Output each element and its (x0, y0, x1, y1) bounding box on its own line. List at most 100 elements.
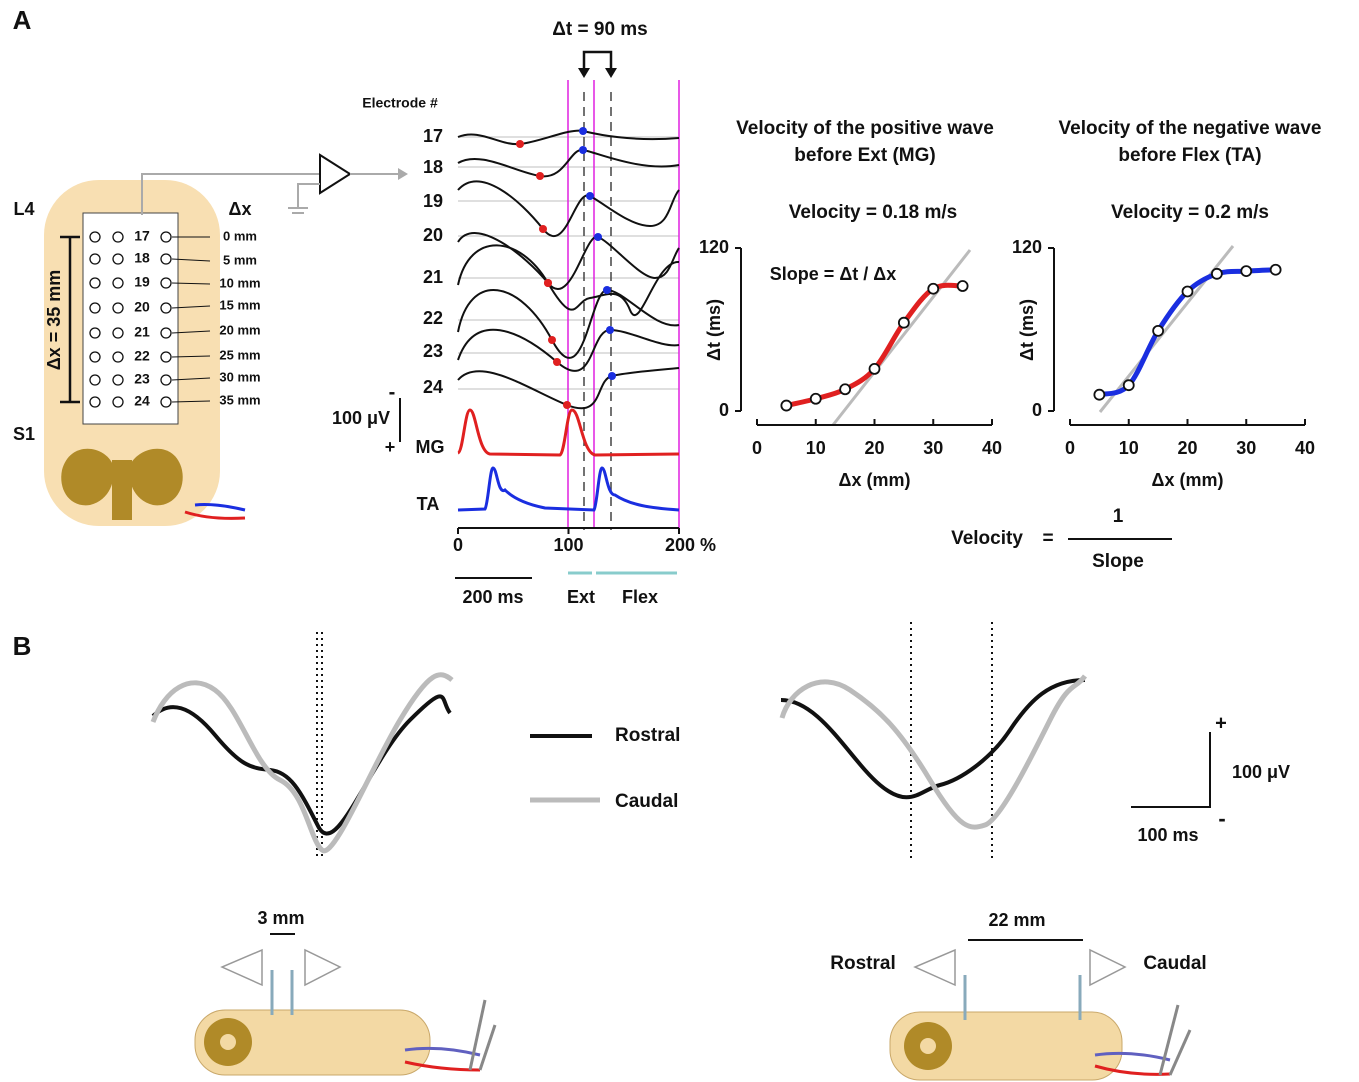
data-point (1241, 266, 1251, 276)
formula-text: Slope (1092, 551, 1144, 572)
electrode-number: 24 (134, 393, 150, 409)
electrode (113, 303, 123, 313)
electrode (113, 232, 123, 242)
electrode-site-label: Caudal (1143, 953, 1206, 974)
data-point (1153, 326, 1163, 336)
electrode (161, 375, 171, 385)
electrode (113, 352, 123, 362)
x-axis-label: Δx (mm) (839, 470, 911, 490)
electrode-number: 19 (134, 274, 150, 290)
electrode (90, 278, 100, 288)
electrode (161, 352, 171, 362)
electrode (161, 303, 171, 313)
electrode-number: 17 (134, 228, 150, 244)
arrow-head (578, 68, 590, 78)
fit-curve (786, 285, 962, 405)
electrode-site-label: Rostral (830, 953, 895, 974)
electrode (113, 328, 123, 338)
electrode-label: 20 (423, 225, 443, 245)
electrode-label: 17 (423, 126, 443, 146)
electrode (90, 375, 100, 385)
scale-label: 100 μV (1232, 762, 1290, 782)
dx-label: 25 mm (219, 347, 260, 362)
rostral-wave (153, 696, 450, 833)
electrode-number: 18 (134, 250, 150, 266)
electrode (113, 254, 123, 264)
electrode-label: 24 (423, 377, 443, 397)
scale-label: 100 ms (1137, 825, 1198, 845)
y-tick-label: 120 (699, 237, 729, 257)
formula-text: = (1042, 528, 1053, 549)
x-tick-label: 0 (453, 535, 463, 555)
data-point (958, 281, 968, 291)
x-tick-label: 100 (553, 535, 583, 555)
data-point (1212, 269, 1222, 279)
data-point (1094, 390, 1104, 400)
annotation: Slope = Δt / Δx (770, 264, 896, 284)
level-label: L4 (13, 199, 34, 219)
electrode-number: 23 (134, 371, 150, 387)
legend-label: Caudal (615, 791, 678, 812)
electrode (161, 397, 171, 407)
x-tick-label: 0 (1065, 438, 1075, 458)
scale-bar (1131, 732, 1210, 807)
electrode (161, 254, 171, 264)
caudal-wave (153, 675, 452, 851)
dx-label: 30 mm (219, 369, 260, 384)
electrode (113, 397, 123, 407)
y-tick-label: 0 (1032, 400, 1042, 420)
electrode-label: 21 (423, 267, 443, 287)
level-label: S1 (13, 424, 35, 444)
electrode (90, 303, 100, 313)
muscle-label: MG (416, 437, 445, 457)
electrode-number: 22 (134, 348, 150, 364)
scale-sign: - (1218, 806, 1225, 831)
arrow-head (398, 168, 408, 180)
legend-label: Rostral (615, 725, 680, 746)
velocity-label: Velocity = 0.2 m/s (1111, 202, 1269, 223)
x-tick-label: 30 (923, 438, 943, 458)
x-tick-label: 40 (1295, 438, 1315, 458)
dx-label: 0 mm (223, 228, 257, 243)
dx-header: Δx (229, 199, 252, 219)
electrode-label: 18 (423, 157, 443, 177)
amplifier (320, 155, 350, 193)
electrode (90, 352, 100, 362)
x-tick-label: 10 (1119, 438, 1139, 458)
dx-label: 20 mm (219, 322, 260, 337)
data-point (899, 318, 909, 328)
scale-sign: + (1215, 712, 1227, 734)
y-axis-label: Δt (ms) (704, 299, 724, 361)
dx-label: 5 mm (223, 252, 257, 267)
scale-sign: - (389, 381, 396, 403)
muscle-label: TA (417, 494, 440, 514)
data-point (811, 394, 821, 404)
electrode-label: 22 (423, 308, 443, 328)
figure: ABL4S1ΔxΔx = 35 mm170 mm185 mm1910 mm201… (0, 0, 1359, 1082)
y-tick-label: 0 (719, 400, 729, 420)
electrode (90, 254, 100, 264)
formula-text: 1 (1113, 506, 1124, 527)
electrode (90, 232, 100, 242)
data-point (1271, 265, 1281, 275)
electrode-label: 19 (423, 191, 443, 211)
span-label: Δx = 35 mm (44, 270, 64, 371)
x-tick-label: 40 (982, 438, 1002, 458)
x-tick-label: 30 (1236, 438, 1256, 458)
time-bar-label: 200 ms (462, 587, 523, 607)
electrode-number: 20 (134, 299, 150, 315)
x-tick-label: 10 (806, 438, 826, 458)
formula-text: Velocity (951, 528, 1023, 549)
electrode (161, 232, 171, 242)
delta-t-label: Δt = 90 ms (552, 19, 648, 40)
electrode-label: 23 (423, 341, 443, 361)
electrode (161, 278, 171, 288)
phase-label: Flex (622, 587, 658, 607)
electrode-grid (83, 213, 178, 424)
velocity-label: Velocity = 0.18 m/s (789, 202, 957, 223)
cord-illustration (195, 950, 1190, 1080)
distance-label: 22 mm (988, 910, 1045, 930)
electrode (113, 278, 123, 288)
dx-label: 35 mm (219, 392, 260, 407)
electrode (90, 328, 100, 338)
